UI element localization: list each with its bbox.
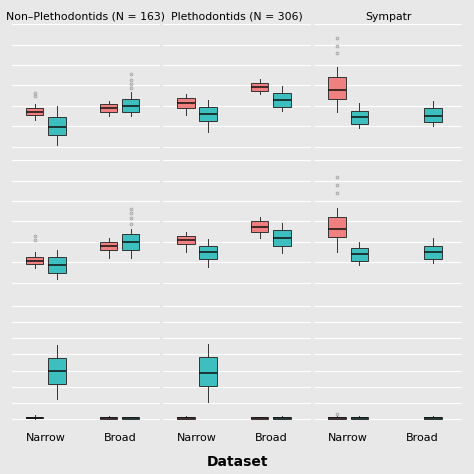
Bar xyxy=(122,234,139,250)
Title: Plethodontids (N = 306): Plethodontids (N = 306) xyxy=(171,12,303,22)
Bar xyxy=(100,104,117,112)
Title: Sympatr: Sympatr xyxy=(365,12,411,22)
Bar xyxy=(177,98,194,108)
Bar xyxy=(251,417,268,419)
Bar xyxy=(200,107,217,121)
Bar xyxy=(251,221,268,232)
Bar xyxy=(122,417,139,419)
Bar xyxy=(48,256,65,273)
Bar xyxy=(100,417,117,419)
Bar xyxy=(177,236,194,244)
Bar xyxy=(251,83,268,91)
Bar xyxy=(177,417,194,419)
Bar xyxy=(424,417,442,419)
Bar xyxy=(424,246,442,259)
Bar xyxy=(26,417,44,418)
Bar xyxy=(424,108,442,122)
Bar xyxy=(273,230,291,246)
Bar xyxy=(200,357,217,386)
Bar xyxy=(122,99,139,112)
Title: Non–Plethodontids (N = 163): Non–Plethodontids (N = 163) xyxy=(6,12,165,22)
Bar xyxy=(48,117,65,136)
Bar xyxy=(273,417,291,419)
Bar xyxy=(351,111,368,124)
Bar xyxy=(328,217,346,237)
Bar xyxy=(351,417,368,419)
Bar xyxy=(328,417,346,419)
Bar xyxy=(100,242,117,250)
Bar xyxy=(273,93,291,108)
Text: Dataset: Dataset xyxy=(206,455,268,469)
Bar xyxy=(26,256,44,264)
Bar xyxy=(26,108,44,115)
Bar xyxy=(48,358,65,384)
Bar xyxy=(328,77,346,99)
Bar xyxy=(200,246,217,259)
Bar xyxy=(351,248,368,261)
